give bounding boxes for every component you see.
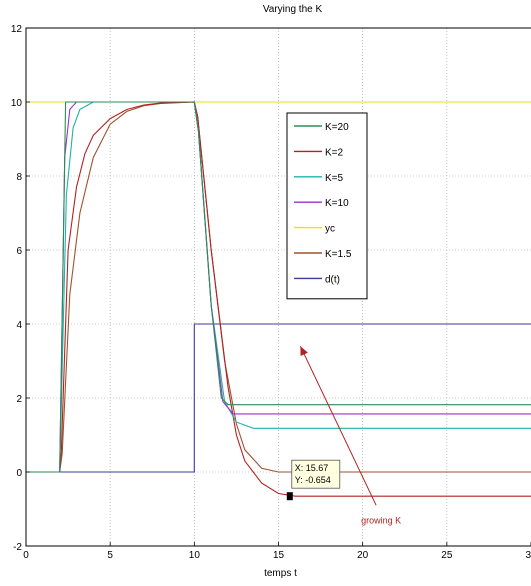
x-axis-label: temps t: [264, 568, 297, 579]
legend-label-d-t-: d(t): [325, 274, 340, 285]
y-tick-label: 2: [16, 394, 22, 405]
x-tick-label: 30: [525, 550, 531, 561]
legend-box: [286, 112, 368, 300]
legend-label-yc: yc: [325, 224, 335, 235]
y-tick-label: 12: [11, 24, 23, 35]
series-line-k-2: [26, 101, 531, 497]
y-tick-label: 6: [16, 246, 22, 257]
series-line-k-20: [26, 101, 531, 473]
y-tick-label: 8: [16, 172, 22, 183]
datatip-marker[interactable]: [286, 492, 293, 501]
series-lines: [26, 101, 531, 497]
legend-label-k-1-5: K=1.5: [325, 249, 352, 260]
datatip-box: [291, 459, 341, 489]
x-tick-label: 20: [357, 550, 369, 561]
legend-label-k-2: K=2: [325, 147, 344, 158]
x-tick-label: 15: [273, 550, 285, 561]
y-tick-label: 4: [16, 320, 22, 331]
x-tick-label: 25: [441, 550, 453, 561]
axes-box: [25, 27, 531, 547]
chart-title: Varying the K: [263, 4, 323, 15]
y-tick-label: 10: [11, 98, 23, 109]
annotation-arrow: [299, 345, 377, 506]
arrow-head-icon: [300, 346, 308, 356]
datatip[interactable]: X: 15.67 Y: -0.654: [286, 459, 341, 501]
x-tick-label: 5: [107, 550, 113, 561]
legend-label-k-20: K=20: [325, 122, 349, 133]
legend-entries: K=20 K=2 K=5 K=10 yc K=1.5 d(t): [294, 122, 352, 285]
y-tick-label: -2: [13, 542, 22, 553]
series-line-d-t-: [26, 323, 531, 473]
datatip-x-label: X: 15.67: [295, 463, 329, 473]
legend-label-k-10: K=10: [325, 198, 349, 209]
datatip-y-label: Y: -0.654: [295, 475, 331, 485]
x-tick-label: 0: [23, 550, 29, 561]
legend[interactable]: K=20 K=2 K=5 K=10 yc K=1.5 d(t): [286, 112, 368, 300]
y-tick-label: 0: [16, 468, 22, 479]
annotation-text: growing K: [361, 515, 401, 525]
legend-label-k-5: K=5: [325, 173, 344, 184]
x-tick-label: 10: [189, 550, 201, 561]
growing-k-annotation: growing K: [299, 345, 401, 525]
